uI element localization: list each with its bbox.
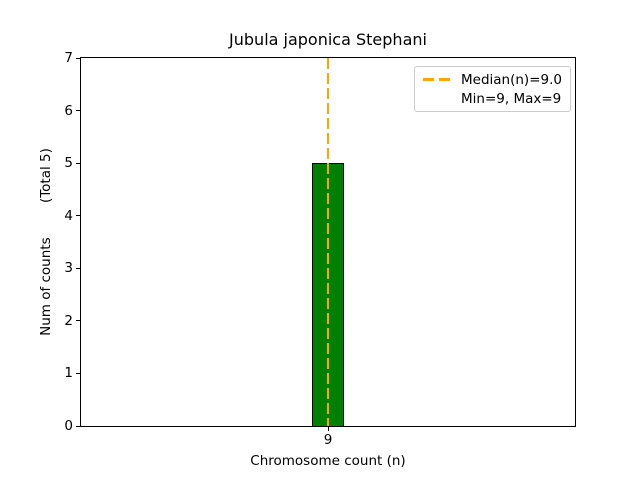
legend-label-median: Median(n)=9.0 [461, 71, 562, 88]
y-tick-mark [76, 215, 80, 217]
empty-swatch [423, 97, 450, 100]
y-tick-mark [76, 425, 80, 427]
legend-item-median: Median(n)=9.0 [423, 70, 562, 89]
y-tick-label: 1 [64, 365, 73, 382]
y-tick-label: 6 [64, 102, 73, 119]
y-axis-label: Num of counts (Total 5) [38, 148, 54, 336]
y-tick-label: 5 [64, 155, 73, 172]
x-axis-label: Chromosome count (n) [250, 453, 406, 469]
y-tick-mark [76, 320, 80, 322]
y-tick-mark [76, 267, 80, 269]
legend: Median(n)=9.0 Min=9, Max=9 [414, 66, 571, 112]
y-tick-label: 0 [64, 418, 73, 434]
legend-label-minmax: Min=9, Max=9 [461, 90, 562, 107]
y-tick-label: 4 [64, 207, 73, 224]
y-tick-label: 3 [64, 260, 73, 277]
y-tick-mark [76, 162, 80, 164]
y-tick-label: 2 [64, 312, 73, 329]
median-line [327, 58, 329, 426]
legend-item-minmax: Min=9, Max=9 [423, 89, 562, 108]
y-tick-mark [76, 57, 80, 59]
y-tick-label: 7 [64, 50, 73, 66]
y-tick-mark [76, 372, 80, 374]
plot-area: 0 1 2 3 4 5 6 7 9 [64, 50, 576, 448]
median-dashed-line-swatch [423, 78, 450, 81]
x-tick-mark [327, 427, 329, 431]
y-tick-mark [76, 110, 80, 112]
x-tick-label: 9 [323, 432, 333, 448]
chart-title: Jubula japonica Stephani [229, 30, 427, 49]
